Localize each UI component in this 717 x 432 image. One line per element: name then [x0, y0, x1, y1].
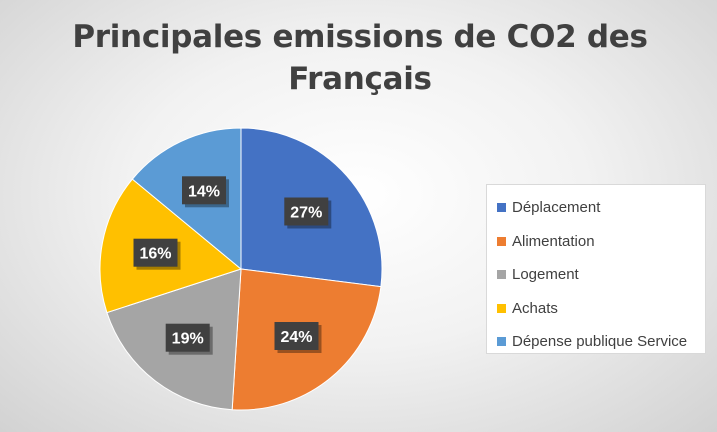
data-label-box — [133, 238, 178, 267]
data-label-deplacement: 27% — [284, 197, 332, 229]
legend-label-alimentation: Alimentation — [512, 232, 595, 250]
legend-label-depense-publique-service: Dépense publique Service — [512, 333, 688, 351]
data-label-text: 24% — [280, 329, 312, 346]
legend-item-logement: Logement — [487, 258, 705, 292]
data-label-achats: 16% — [133, 238, 181, 270]
pie-data-labels: 27% 24% 19% 16% 14% — [133, 176, 332, 355]
legend-swatch-logement — [497, 270, 506, 280]
chart-title: Principales emissions de CO2 des Françai… — [60, 16, 660, 100]
legend-swatch-alimentation — [497, 236, 506, 246]
chart-title-line-2: Français — [288, 61, 432, 97]
data-label-text: 16% — [139, 246, 171, 263]
legend-swatch-deplacement — [497, 203, 506, 213]
data-label-alimentation: 24% — [274, 322, 322, 353]
legend-label-achats: Achats — [512, 299, 558, 317]
data-label-depense-publique-service: 14% — [182, 176, 229, 208]
chart-title-line-1: Principales emissions de CO2 des — [72, 19, 648, 55]
legend-item-deplacement: Déplacement — [487, 191, 705, 225]
data-label-box — [284, 197, 329, 226]
legend-item-alimentation: Alimentation — [487, 225, 705, 259]
data-label-text: 14% — [188, 183, 220, 200]
legend-item-achats: Achats — [487, 292, 705, 326]
data-label-box — [182, 176, 226, 205]
legend-swatch-achats — [497, 303, 506, 313]
legend-label-deplacement: Déplacement — [512, 199, 601, 217]
legend-swatch-depense-publique-service — [497, 337, 506, 347]
chart-legend: Déplacement Alimentation Logement Achats… — [486, 184, 706, 354]
data-label-box — [274, 322, 319, 350]
data-label-box — [165, 323, 210, 352]
data-label-text: 19% — [172, 331, 204, 348]
legend-label-logement: Logement — [512, 266, 579, 284]
data-label-text: 27% — [290, 205, 322, 222]
data-label-logement: 19% — [165, 323, 213, 355]
legend-item-depense-publique-service: Dépense publique Service — [487, 325, 705, 359]
